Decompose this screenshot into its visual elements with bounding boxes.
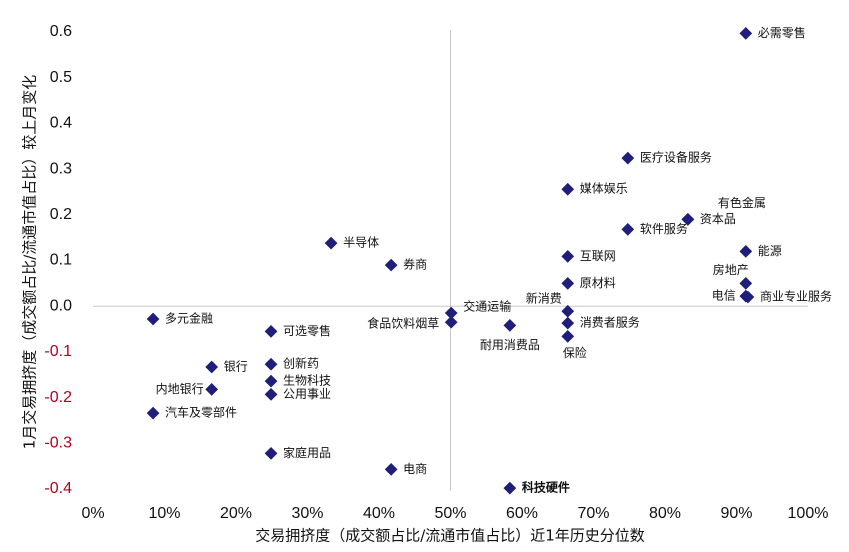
point: [324, 236, 338, 250]
point-label: 耐用消费品: [480, 338, 540, 352]
point-label: 媒体娱乐: [580, 182, 628, 196]
point-label: 银行: [224, 359, 248, 373]
point: [146, 312, 160, 326]
point-label: 房地产: [713, 262, 749, 277]
point-label: 保险: [563, 345, 587, 360]
point-label: 券商: [403, 257, 427, 272]
point: [264, 388, 278, 401]
point: [205, 360, 219, 374]
point: [503, 319, 517, 332]
point-label: 汽车及零部件: [165, 405, 237, 420]
y-tick-label: 0.1: [50, 252, 72, 269]
point-label: 内地银行: [156, 382, 204, 396]
point-label: 电商: [403, 461, 427, 476]
point-label: 软件服务: [640, 221, 688, 236]
point-label: 互联网: [580, 249, 616, 263]
y-tick-label: 0.3: [50, 160, 72, 177]
point: [205, 383, 219, 396]
y-tick-label: 0.0: [50, 297, 72, 314]
x-tick-label: 10%: [148, 505, 180, 522]
point-label: 资本品: [700, 212, 736, 226]
point-label: 多元金融: [165, 310, 213, 325]
x-axis-title: 交易拥挤度（成交额占比/流通市值占比）近1年历史分位数: [255, 527, 645, 545]
point: [264, 374, 278, 388]
y-tick-label: 0.6: [50, 23, 72, 40]
y-tick-label: 0.4: [50, 115, 72, 132]
point-label: 食品饮料烟草: [367, 316, 439, 331]
point: [264, 324, 278, 338]
point: [561, 250, 575, 263]
point: [561, 276, 575, 290]
y-tick-label: -0.2: [44, 389, 72, 406]
point-label: 必需零售: [758, 25, 806, 40]
point-label: 新消费: [526, 291, 562, 306]
y-tick-label: 0.2: [50, 206, 72, 223]
point-label: 消费者服务: [580, 315, 640, 330]
point: [739, 276, 753, 290]
point: [146, 406, 160, 420]
x-tick-label: 80%: [649, 505, 681, 522]
y-tick-label: 0.5: [50, 69, 72, 86]
point: [739, 27, 753, 40]
x-tick-label: 60%: [506, 505, 538, 522]
point-label: 有色金属: [718, 195, 766, 210]
point: [561, 329, 575, 343]
y-tick-label: -0.3: [44, 435, 72, 452]
x-tick-label: 30%: [291, 505, 323, 522]
point-label: 家庭用品: [283, 445, 331, 460]
point: [503, 481, 517, 495]
point: [621, 151, 635, 165]
point: [384, 258, 398, 272]
y-axis-title: 1月交易拥挤度（成交额占比/流通市值占比）较上月变化: [21, 75, 39, 450]
point: [561, 316, 575, 330]
y-tick-label: -0.4: [44, 480, 72, 497]
x-tick-label: 70%: [577, 505, 609, 522]
x-tick-label: 90%: [720, 505, 752, 522]
point-label: 公用事业: [283, 387, 331, 401]
point-label: 交通运输: [463, 299, 511, 314]
point-label: 电信: [712, 289, 736, 303]
point: [561, 304, 575, 318]
point: [561, 182, 575, 196]
point: [444, 306, 458, 320]
point: [739, 244, 753, 258]
point-label: 可选零售: [283, 323, 331, 338]
point: [444, 315, 458, 329]
point-label: 原材料: [580, 276, 616, 290]
point: [384, 462, 398, 476]
point-label: 科技硬件: [522, 480, 570, 495]
point: [264, 446, 278, 460]
x-tick-label: 20%: [220, 505, 252, 522]
point-label: 创新药: [283, 356, 319, 371]
y-tick-label: -0.1: [44, 343, 72, 360]
point-label: 生物科技: [283, 374, 331, 388]
point-label: 半导体: [343, 236, 379, 250]
point-label: 能源: [758, 244, 782, 258]
x-tick-label: 40%: [363, 505, 395, 522]
point-label: 医疗设备服务: [640, 150, 712, 165]
point-label: 商业专业服务: [760, 289, 832, 304]
point: [621, 223, 635, 236]
x-tick-label: 100%: [788, 505, 829, 522]
x-tick-label: 50%: [434, 505, 466, 522]
point: [264, 357, 278, 371]
x-tick-label: 0%: [81, 505, 104, 522]
